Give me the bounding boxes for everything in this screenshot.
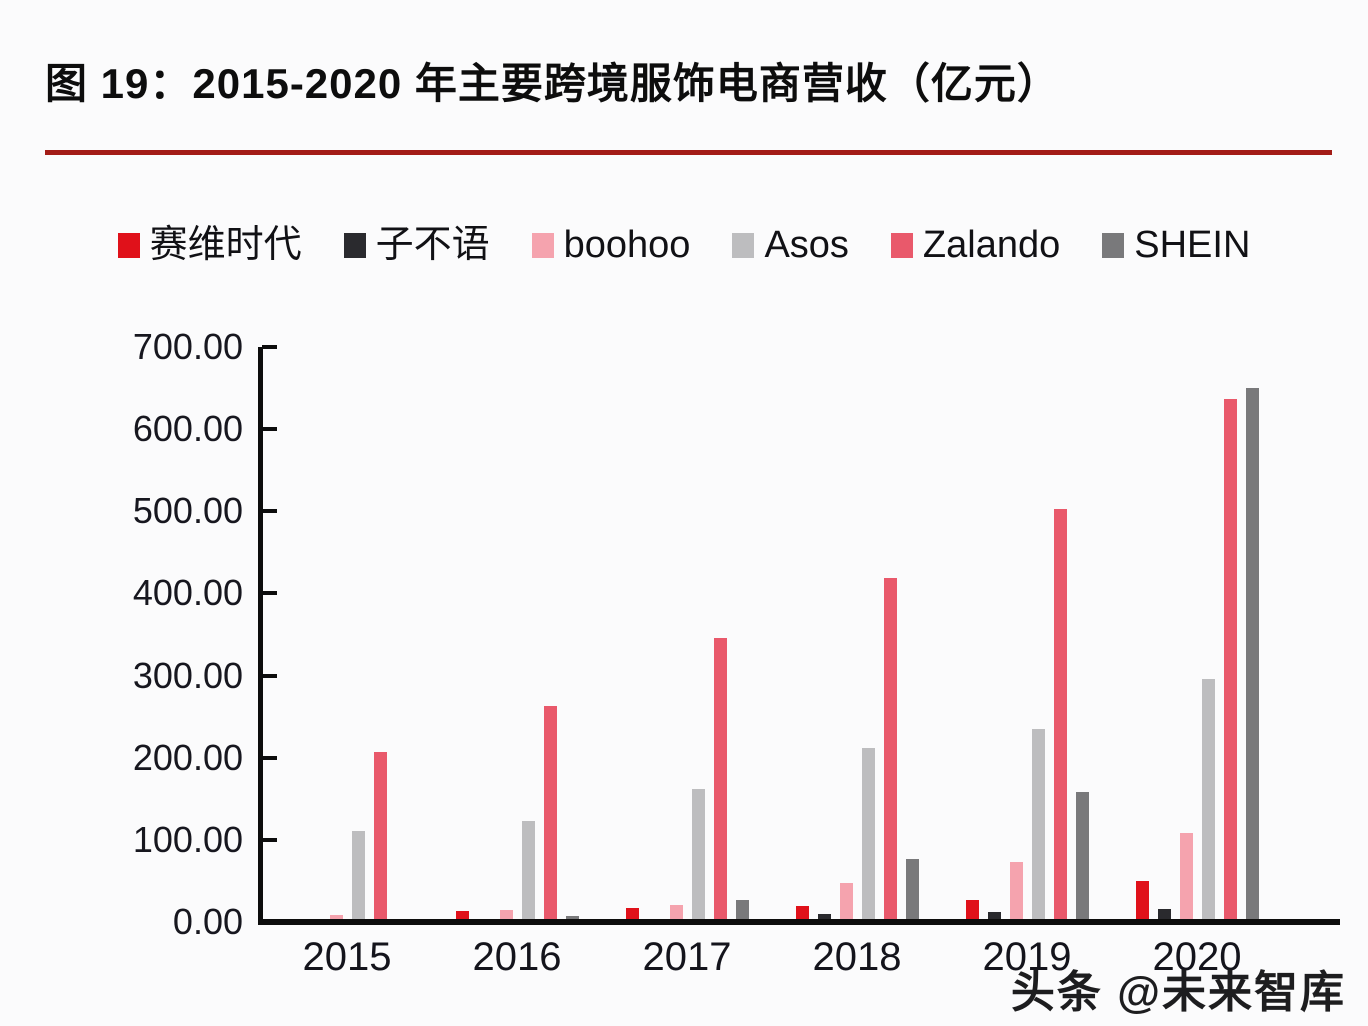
x-tick-label-2015: 2015: [302, 935, 392, 979]
legend-label: Zalando: [922, 224, 1061, 266]
bar-赛维时代-2020: [1135, 881, 1149, 922]
bar-Asos-2018: [861, 748, 875, 922]
x-axis-line: [258, 919, 1340, 925]
bar-boohoo-2020: [1179, 833, 1193, 922]
y-tick-mark: [262, 427, 277, 432]
legend-item-赛维时代: 赛维时代: [117, 224, 302, 266]
x-tick-label-2017: 2017: [642, 935, 732, 979]
legend-item-子不语: 子不语: [343, 224, 490, 266]
legend-marker-icon: [117, 232, 140, 258]
legend-marker-icon: [890, 232, 913, 258]
y-tick-mark: [262, 673, 277, 678]
bar-Zalando-2019: [1053, 509, 1067, 922]
y-tick-label: 500.00: [132, 490, 243, 532]
bar-赛维时代-2018: [795, 906, 809, 922]
legend-label: SHEIN: [1134, 224, 1251, 266]
bar-子不语-2018: [817, 914, 831, 922]
y-tick-label: 200.00: [132, 736, 243, 778]
title-divider-line: [45, 150, 1332, 155]
bar-SHEIN-2017: [735, 900, 749, 922]
chart-legend: 赛维时代 子不语 boohoo Asos Zalando SHEIN: [0, 226, 1368, 264]
x-tick-label-2020: 2020: [1152, 935, 1242, 979]
bar-Zalando-2020: [1223, 399, 1237, 922]
legend-item-boohoo: boohoo: [531, 224, 691, 266]
bar-Asos-2020: [1201, 679, 1215, 922]
bar-Zalando-2016: [543, 706, 557, 922]
y-tick-mark: [262, 591, 277, 596]
bar-子不语-2019: [987, 912, 1001, 922]
bar-Asos-2015: [351, 831, 365, 922]
bar-Zalando-2015: [373, 752, 387, 922]
legend-marker-icon: [732, 232, 755, 258]
bar-赛维时代-2017: [625, 908, 639, 922]
x-tick-label-2019: 2019: [982, 935, 1072, 979]
bar-子不语-2020: [1157, 909, 1171, 922]
y-tick-mark: [262, 755, 277, 760]
bar-Zalando-2018: [883, 578, 897, 922]
legend-marker-icon: [343, 232, 366, 258]
bar-SHEIN-2020: [1245, 388, 1259, 922]
legend-label: 赛维时代: [149, 224, 302, 266]
y-axis-line: [258, 347, 263, 925]
bar-boohoo-2015: [329, 915, 343, 922]
bar-赛维时代-2019: [965, 900, 979, 922]
legend-marker-icon: [1102, 232, 1125, 258]
bar-Asos-2017: [691, 789, 705, 922]
bar-Zalando-2017: [713, 638, 727, 922]
bar-group-2017: [602, 347, 772, 922]
bar-SHEIN-2018: [905, 859, 919, 922]
legend-label: Asos: [764, 224, 849, 266]
legend-item-Zalando: Zalando: [890, 224, 1061, 266]
y-tick-label: 700.00: [132, 326, 243, 367]
bar-boohoo-2018: [839, 883, 853, 922]
bar-group-2018: [772, 347, 942, 922]
legend-marker-icon: [531, 232, 554, 258]
y-tick-mark: [262, 509, 277, 514]
y-tick-mark: [262, 837, 277, 842]
y-tick-label: 0.00: [172, 901, 243, 942]
bar-group-2020: [1112, 347, 1282, 922]
watermark-text: 头条 @未来智库: [1010, 968, 1346, 1017]
y-tick-mark: [262, 345, 277, 349]
bar-赛维时代-2016: [455, 911, 469, 922]
bar-Asos-2016: [521, 821, 535, 922]
bar-group-2019: [942, 347, 1112, 922]
bar-group-2015: [262, 347, 432, 922]
bar-SHEIN-2019: [1075, 792, 1089, 922]
bar-Asos-2019: [1031, 729, 1045, 922]
legend-item-SHEIN: SHEIN: [1102, 226, 1250, 264]
y-tick-label: 400.00: [132, 572, 243, 614]
x-tick-label-2016: 2016: [472, 935, 562, 979]
legend-item-Asos: Asos: [732, 224, 849, 266]
y-tick-label: 300.00: [132, 654, 243, 696]
legend-label: 子不语: [375, 224, 490, 266]
bar-boohoo-2017: [669, 905, 683, 922]
bar-boohoo-2019: [1009, 862, 1023, 922]
y-tick-label: 600.00: [132, 408, 243, 450]
legend-label: boohoo: [563, 224, 691, 266]
y-tick-label: 100.00: [132, 818, 243, 860]
figure-title: 图 19：2015-2020 年主要跨境服饰电商营收（亿元）: [45, 60, 1060, 107]
x-tick-label-2018: 2018: [812, 935, 902, 979]
bar-group-2016: [432, 347, 602, 922]
